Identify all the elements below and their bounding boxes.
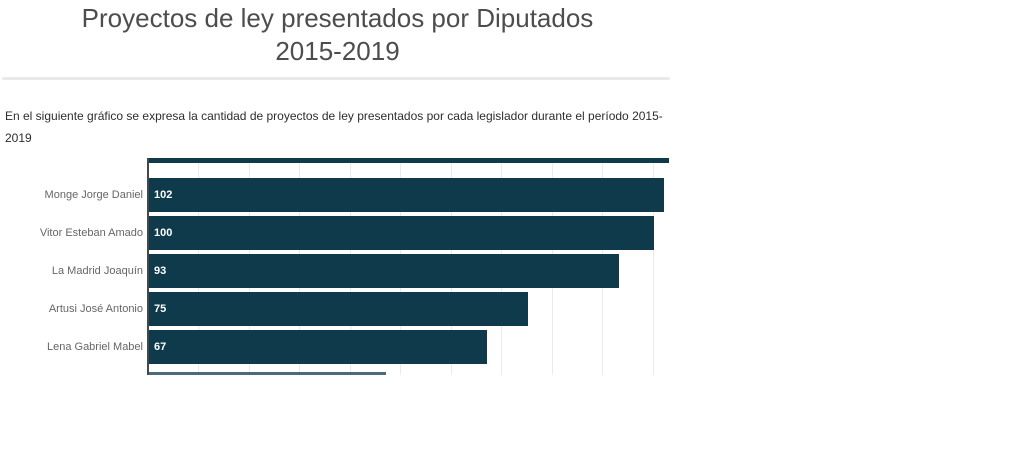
- bar-chart: Monge Jorge Daniel 102 Vitor Esteban Amado…: [0, 158, 720, 375]
- category-label: La Madrid Joaquín: [51, 265, 143, 277]
- category-label: Lena Gabriel Mabel: [46, 341, 143, 353]
- gridline: [652, 158, 654, 375]
- bar-value-label: 67: [154, 341, 167, 353]
- category-axis-line: [147, 158, 149, 375]
- chart-description-line1: En el siguiente gráfico se expresa la ca…: [5, 109, 663, 123]
- bar[interactable]: 93: [149, 254, 619, 288]
- category-label: Artusi José Antonio: [48, 303, 143, 315]
- category-label: Vitor Esteban Amado: [39, 227, 143, 239]
- bar-value-label: 75: [154, 303, 167, 315]
- chart-title-line1: Proyectos de ley presentados por Diputad…: [81, 3, 594, 33]
- bar[interactable]: 75: [149, 292, 528, 326]
- chart-description-line2: 2019: [5, 131, 32, 145]
- bar-value-label: 93: [154, 265, 167, 277]
- chart-title-line2: 2015-2019: [275, 36, 400, 66]
- chart-description: En el siguiente gráfico se expresa la ca…: [5, 105, 677, 149]
- bar[interactable]: 100: [149, 216, 654, 250]
- bar[interactable]: 67: [149, 330, 487, 364]
- bar[interactable]: 102: [149, 178, 664, 212]
- chart-title: Proyectos de ley presentados por Diputad…: [0, 2, 675, 68]
- bar-value-label: 100: [154, 227, 173, 239]
- category-label: Monge Jorge Daniel: [44, 189, 143, 201]
- bar-value-label: 102: [154, 189, 173, 201]
- title-divider: [2, 77, 670, 80]
- clipped-bar-bottom: [149, 372, 386, 375]
- clipped-bar-top: [149, 158, 669, 163]
